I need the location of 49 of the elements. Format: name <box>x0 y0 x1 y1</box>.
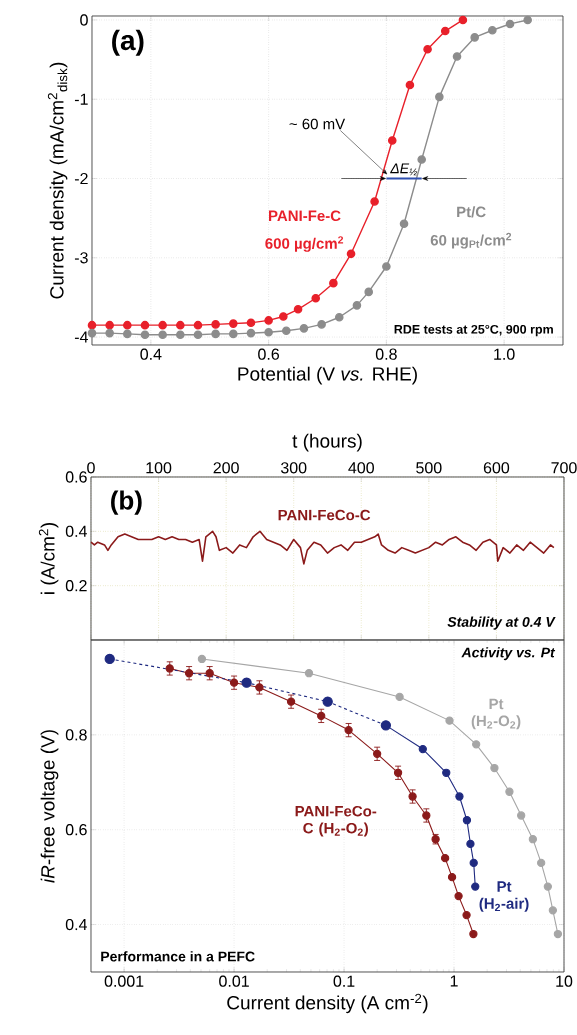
x-tick-label: 300 <box>280 462 307 474</box>
series-label: PANI-Fe-C <box>269 210 341 222</box>
y-tick-label: 0.8 <box>65 729 87 741</box>
y-axis-title: i (A/cm$^{2}$) <box>38 523 59 594</box>
x-tick-label: 400 <box>348 462 374 474</box>
annotation: RDE tests at 25°C, 900 rpm <box>394 324 553 337</box>
y-axis-title: iR-free voltage (V) <box>40 730 59 883</box>
series-label: PANI-FeCo-C <box>278 509 371 521</box>
annotation: ΔE$_{½}$ <box>390 163 417 176</box>
x-tick-label: 0.1 <box>333 975 355 987</box>
x-tick-label: 0.001 <box>104 975 144 987</box>
annotation: 60 µg$_{Pt}$/cm$^{2}$ <box>430 232 512 249</box>
y-tick-label: -4 <box>74 331 88 343</box>
annotation: (b) <box>111 490 142 515</box>
x-tick-label: 100 <box>146 462 172 474</box>
x-tick-label: 700 <box>551 462 577 474</box>
y-tick-label: 0 <box>80 14 88 26</box>
y-tick-label: -1 <box>74 93 88 105</box>
x-tick-label: 0.4 <box>140 348 162 360</box>
y-axis-title: Current density (mA/cm$^{2}$$_{disk}$) <box>47 62 68 299</box>
text: PANI-FeCo-C (H$_{2}$-O$_{2}$) <box>295 805 377 837</box>
y-tick-label: 0.6 <box>65 824 87 836</box>
x-axis-title: Potential (V vs. RHE) <box>238 366 417 385</box>
y-tick-label: 0.2 <box>65 580 87 592</box>
x-tick-label: 600 <box>483 462 510 474</box>
x-tick-label: 0.01 <box>219 975 249 987</box>
annotation: 600 µg/cm$^{2}$ <box>265 236 344 252</box>
x-tick-label: 0.6 <box>258 348 280 360</box>
y-tick-label: -2 <box>74 172 88 185</box>
x-tick-label: 500 <box>416 462 442 474</box>
text: Pt/C <box>457 206 486 218</box>
x-axis-title: t (hours) <box>292 433 362 452</box>
x-tick-label: 200 <box>213 462 239 474</box>
x-axis-title: Current density (A cm$^{-2}$) <box>227 993 428 1014</box>
x-tick-label: 1 <box>450 975 458 987</box>
x-tick-label: 0.8 <box>375 348 397 360</box>
annotation: Activity vs. Pt <box>461 647 556 661</box>
x-tick-label: 10 <box>556 975 573 987</box>
y-tick-label: -3 <box>74 252 88 264</box>
y-tick-label: 0.4 <box>65 525 87 537</box>
annotation: Performance in a PEFC <box>101 951 255 962</box>
x-tick-label: 1.0 <box>494 348 515 360</box>
annotation: ~ 60 mV <box>289 118 346 130</box>
annotation: (a) <box>112 29 144 56</box>
annotation: Stability at 0.4 V <box>447 616 556 630</box>
series-label: Pt (H$_{2}$-O$_{2}$) <box>471 698 521 730</box>
series-label: Pt (H$_{2}$-air) <box>479 881 529 912</box>
y-tick-label: 0.4 <box>65 918 87 931</box>
y-tick-label: 0.6 <box>65 471 87 483</box>
